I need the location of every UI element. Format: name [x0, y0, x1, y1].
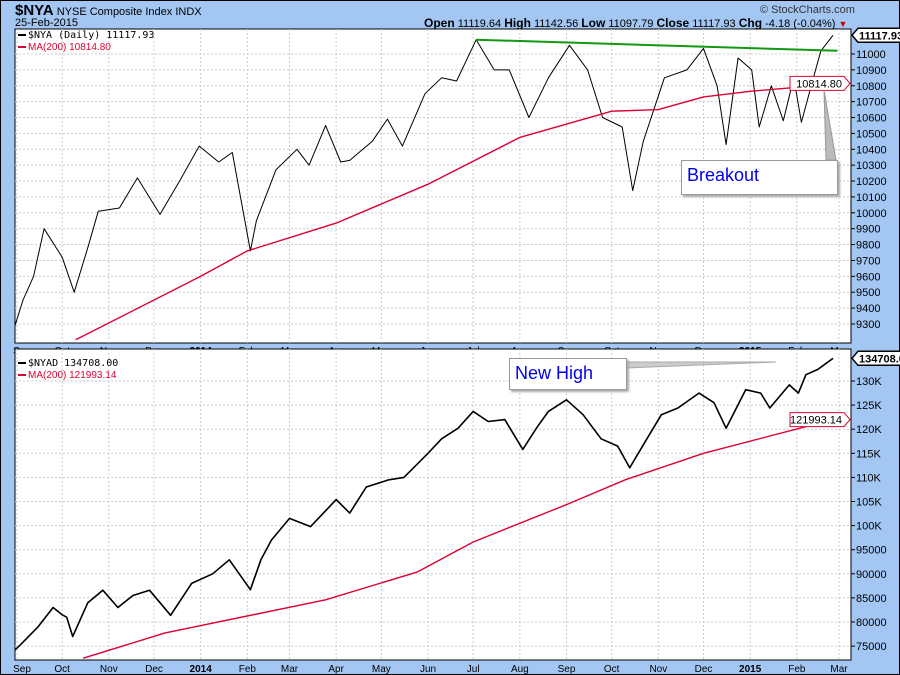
last-value-label: 121993.14 [790, 415, 842, 427]
x-tick-label: Aug [511, 664, 529, 675]
y-tick-label: 125K [856, 400, 882, 412]
ohlc-bar: Open 11119.64 High 11142.56 Low 11097.79… [424, 16, 847, 30]
x-tick-label: Sep [558, 664, 576, 675]
open-value: 11119.64 [457, 18, 502, 30]
y-tick-label: 9500 [856, 287, 880, 299]
symbol: $NYA [15, 2, 54, 19]
x-tick-label: Dec [145, 664, 163, 675]
y-tick-label: 120K [856, 424, 882, 436]
y-tick-label: 10300 [856, 160, 887, 172]
copyright: © StockCharts.com [760, 4, 855, 16]
y-tick-label: 9700 [856, 255, 880, 267]
y-tick-label: 10600 [856, 113, 887, 125]
legend-ma: MA(200) 10814.80 [18, 42, 154, 54]
plot-area-bottom [14, 348, 852, 661]
x-tick-label: Jul [467, 664, 480, 675]
last-value-tag [851, 27, 900, 44]
y-tick-label: 9800 [856, 240, 880, 252]
y-tick-label: 85000 [856, 593, 887, 605]
x-tick-label: 2014 [190, 664, 213, 675]
y-tick-label: 10000 [856, 208, 887, 220]
y-tick-label: 11000 [856, 49, 886, 61]
last-value-label: 11117.93 [859, 30, 900, 42]
close-label: Close [656, 16, 690, 30]
ma200-line [82, 418, 834, 659]
x-tick-label: Apr [328, 664, 344, 675]
y-tick-label: 9300 [856, 319, 880, 331]
last-value-label: 10814.80 [796, 78, 842, 90]
last-value-tag [789, 75, 851, 91]
chart-date: 25-Feb-2015 [15, 17, 78, 29]
top-legend: $NYA (Daily) 11117.93 MA(200) 10814.80 [18, 30, 154, 54]
x-tick-label: 2015 [739, 664, 762, 675]
legend-price-label: $NYA (Daily) 11117.93 [28, 30, 155, 41]
trendline [476, 38, 838, 52]
y-tick-label: 9400 [856, 303, 880, 315]
x-tick-label: Mar [830, 664, 848, 675]
y-tick-label: 130K [856, 376, 882, 388]
price-line [15, 34, 834, 328]
open-label: Open [424, 16, 455, 30]
legend-ma-label: MA(200) 10814.80 [28, 42, 111, 53]
y-tick-label: 10100 [856, 192, 887, 204]
last-value-tag [851, 350, 900, 367]
y-tick-label: 95000 [856, 545, 887, 557]
x-tick-label: Nov [100, 664, 118, 675]
x-tick-label: Mar [281, 664, 299, 675]
exchange: INDX [175, 6, 202, 18]
x-tick-label: Oct [604, 664, 620, 675]
y-tick-label: 105K [856, 497, 882, 509]
x-tick-label: Sep [13, 664, 31, 675]
low-value: 11097.79 [608, 18, 654, 30]
x-tick-label: Jun [420, 664, 436, 675]
y-tick-label: 100K [856, 521, 882, 533]
down-triangle-icon: ▼ [838, 19, 848, 29]
y-tick-label: 9600 [856, 271, 880, 283]
y-tick-label: 110K [856, 472, 882, 484]
y-tick-label: 115K [856, 448, 882, 460]
breakout-annotation: Breakout [681, 160, 838, 195]
security-name: NYSE Composite Index [56, 6, 173, 18]
chg-value: -4.18 (-0.04%) [765, 18, 836, 30]
legend-price-label: $NYAD 134708.00 [28, 358, 119, 369]
x-tick-label: Dec [695, 664, 713, 675]
legend-ma: MA(200) 121993.14 [18, 370, 118, 382]
price-line [15, 357, 834, 652]
legend-price: $NYAD 134708.00 [18, 358, 118, 370]
y-tick-label: 10400 [856, 144, 887, 156]
y-tick-label: 10200 [856, 176, 887, 188]
bottom-legend: $NYAD 134708.00 MA(200) 121993.14 [18, 358, 118, 382]
y-tick-label: 10500 [856, 128, 887, 140]
legend-price: $NYA (Daily) 11117.93 [18, 30, 154, 42]
high-label: High [504, 16, 531, 30]
low-label: Low [581, 16, 606, 30]
x-tick-label: Oct [54, 664, 70, 675]
close-value: 11117.93 [692, 18, 736, 30]
chg-label: Chg [738, 16, 763, 30]
ma200-line [75, 82, 834, 341]
last-value-label: 134708.00 [859, 353, 900, 365]
y-tick-label: 75000 [856, 641, 887, 653]
y-tick-label: 80000 [856, 617, 887, 629]
new-high-pointer [626, 361, 777, 369]
chart-title: $NYA NYSE Composite Index INDX [15, 2, 202, 19]
series-group [15, 34, 838, 341]
legend-ma-label: MA(200) 121993.14 [28, 370, 117, 381]
y-tick-label: 90000 [856, 569, 887, 581]
x-tick-label: Nov [649, 664, 667, 675]
x-tick-label: May [372, 664, 391, 675]
y-tick-label: 10900 [856, 65, 887, 77]
x-tick-label: Feb [239, 664, 257, 675]
series-group [15, 357, 834, 659]
last-value-tag [789, 412, 851, 428]
y-tick-label: 10800 [856, 81, 887, 93]
new-high-annotation: New High [509, 358, 627, 390]
high-value: 11142.56 [533, 18, 579, 30]
y-tick-label: 10700 [856, 97, 887, 109]
y-tick-label: 9900 [856, 224, 880, 236]
x-tick-label: Feb [788, 664, 806, 675]
